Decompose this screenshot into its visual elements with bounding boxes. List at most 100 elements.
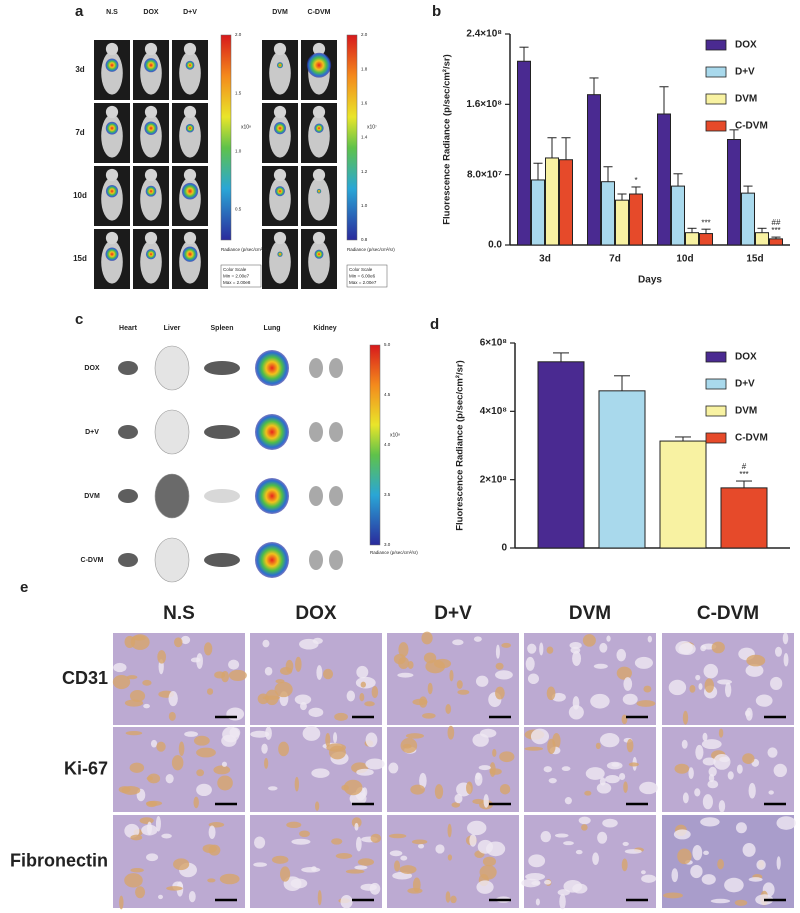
legend-label: C-DVM xyxy=(735,433,768,444)
tissue-space xyxy=(180,635,191,645)
tissue-space xyxy=(308,707,324,718)
tissue-space xyxy=(365,758,385,770)
tissue-space xyxy=(527,673,540,685)
mouse-head xyxy=(144,231,158,245)
stain-region xyxy=(389,833,407,839)
error-bar xyxy=(729,129,739,140)
tissue-space xyxy=(570,646,581,654)
error-bar xyxy=(617,193,627,201)
tissue-space xyxy=(585,767,605,780)
organ-kidney xyxy=(329,358,343,378)
organ-spleen xyxy=(204,361,240,375)
stain-region xyxy=(265,689,279,706)
stain-region xyxy=(206,688,214,695)
stain-region xyxy=(400,737,418,754)
column-label: D+V xyxy=(434,603,472,624)
row-label: DVM xyxy=(84,493,100,500)
tissue-space xyxy=(150,739,158,748)
bar xyxy=(685,232,699,246)
tissue-space xyxy=(776,856,781,870)
tissue-space xyxy=(634,656,653,669)
tissue-space xyxy=(261,743,268,754)
legend-swatch xyxy=(705,93,727,105)
tissue-space xyxy=(773,763,787,778)
tissue-space xyxy=(701,874,716,885)
tissue-space xyxy=(354,822,359,831)
organ-heart xyxy=(118,553,138,567)
mouse-head xyxy=(183,105,197,119)
stain-region xyxy=(407,661,414,669)
bar xyxy=(559,159,573,246)
stain-region xyxy=(445,704,452,714)
stain-region xyxy=(582,634,596,647)
tissue-space xyxy=(349,792,367,806)
stain-region xyxy=(315,801,320,811)
organ-heart xyxy=(118,489,138,503)
organ-kidney xyxy=(309,486,323,506)
mouse-head xyxy=(273,168,287,182)
bar xyxy=(615,199,629,246)
tissue-space xyxy=(713,753,731,770)
panel-label: b xyxy=(432,3,441,20)
tissue-space xyxy=(756,859,766,870)
tissue-space xyxy=(265,726,272,740)
mouse-head xyxy=(312,168,326,182)
legend-swatch xyxy=(705,39,727,51)
scale-text: Color Scale xyxy=(223,267,247,272)
stain-region xyxy=(370,833,382,843)
tissue-space xyxy=(356,768,374,776)
organ-heart xyxy=(118,361,138,375)
organ-kidney xyxy=(309,358,323,378)
histology-image xyxy=(524,815,656,908)
tissue-space xyxy=(578,816,591,825)
colorbar-tick-label: 1.0 xyxy=(361,203,368,208)
tissue-space xyxy=(551,692,566,702)
tissue-space xyxy=(624,849,642,854)
signal xyxy=(105,121,119,135)
tissue-space xyxy=(681,739,688,749)
organ-kidney xyxy=(329,486,343,506)
tissue-space xyxy=(596,782,612,794)
colorbar-tick-label: 5.0 xyxy=(384,342,391,347)
organ-liver xyxy=(154,409,190,455)
tissue-space xyxy=(530,728,550,745)
stain-region xyxy=(130,867,144,873)
column-label: C-DVM xyxy=(308,9,331,16)
colorbar-exponent: x10⁷ xyxy=(367,125,377,131)
mouse-body xyxy=(140,51,162,95)
bar xyxy=(598,390,646,549)
stain-region xyxy=(174,637,183,648)
tissue-space xyxy=(557,889,570,896)
mouse-body xyxy=(269,51,291,95)
tissue-space xyxy=(146,853,159,862)
error-bar xyxy=(631,186,641,195)
signal xyxy=(275,186,285,197)
tissue-space xyxy=(605,774,620,784)
y-tick-label: 6×10⁸ xyxy=(480,338,508,349)
stain-region xyxy=(501,642,511,648)
tissue-space xyxy=(767,747,778,758)
tissue-space xyxy=(569,641,582,649)
x-tick-label: 3d xyxy=(539,254,551,265)
stain-region xyxy=(204,642,213,656)
tissue-space xyxy=(418,843,425,849)
error-bar xyxy=(736,480,752,488)
y-tick-label: 4×10⁸ xyxy=(480,406,508,417)
mouse-head xyxy=(183,42,197,56)
tissue-space xyxy=(774,646,782,657)
stain-region xyxy=(166,886,183,891)
mouse-body xyxy=(269,177,291,221)
stain-region xyxy=(682,710,689,725)
stain-region xyxy=(219,873,240,885)
colorbar-tick-label: 1.0 xyxy=(235,148,242,153)
tissue-space xyxy=(641,874,657,883)
organ-liver xyxy=(154,345,190,391)
tissue-space xyxy=(525,656,535,671)
tissue-space xyxy=(703,663,719,679)
stain-region xyxy=(433,658,452,669)
signal xyxy=(105,58,119,72)
stain-region xyxy=(394,860,401,872)
mouse-head xyxy=(183,168,197,182)
stain-region xyxy=(449,669,454,682)
